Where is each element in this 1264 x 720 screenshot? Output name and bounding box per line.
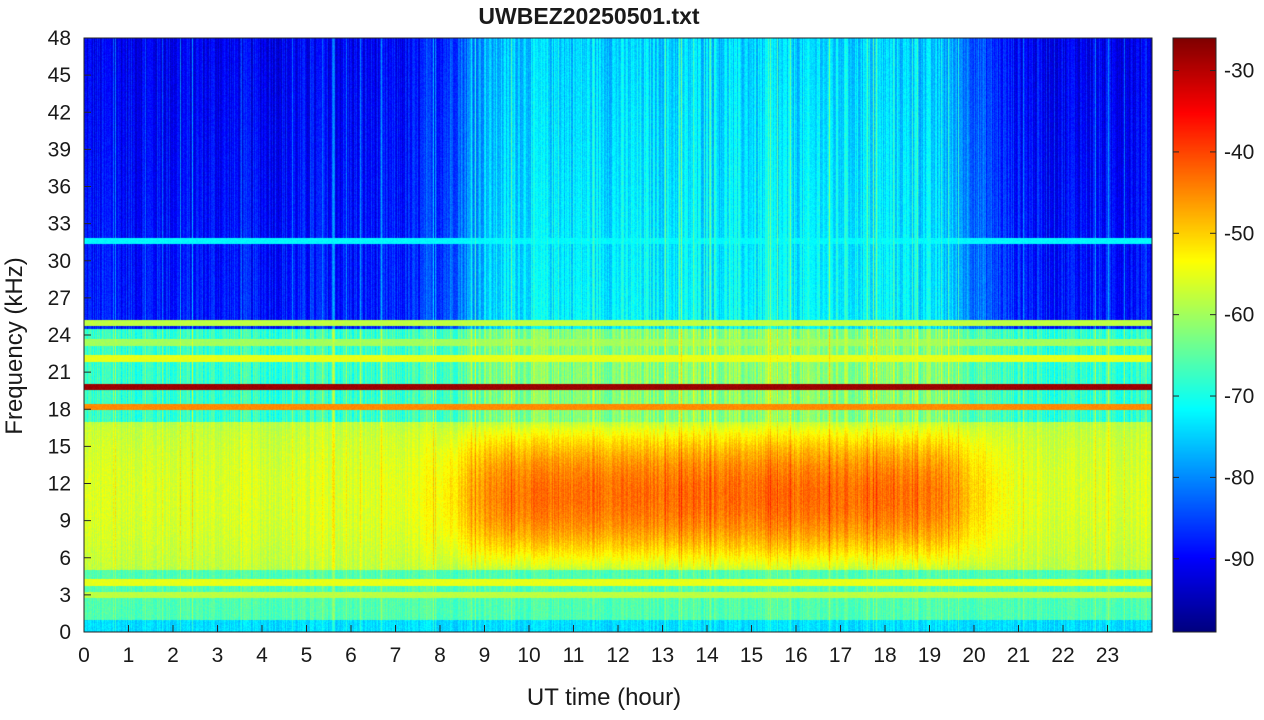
- colorbar: [1173, 38, 1216, 632]
- colorbar-tick-label: -60: [1224, 304, 1254, 327]
- x-axis-ticks: 0 1 2 3 4 5 6 7 8 9 10 11 12 13 14 15 16 17 18 19 20 21 22 23: [78, 625, 1119, 667]
- x-tick-label: 4: [256, 644, 268, 667]
- x-tick-label: 15: [740, 644, 763, 667]
- y-tick-label: 30: [48, 250, 71, 273]
- y-tick-label: 12: [48, 473, 71, 496]
- x-tick-label: 19: [918, 644, 941, 667]
- x-axis-label: UT time (hour): [527, 684, 681, 711]
- y-tick-label: 27: [48, 287, 71, 310]
- chart-title: UWBEZ20250501.txt: [478, 3, 699, 29]
- x-tick-label: 16: [784, 644, 807, 667]
- y-tick-label: 21: [48, 361, 71, 384]
- x-tick-label: 3: [212, 644, 224, 667]
- y-tick-label: 0: [59, 621, 71, 644]
- x-tick-label: 20: [962, 644, 985, 667]
- x-tick-label: 10: [517, 644, 540, 667]
- y-tick-label: 45: [48, 64, 71, 87]
- x-tick-label: 18: [873, 644, 896, 667]
- colorbar-tick-label: -40: [1224, 141, 1254, 164]
- x-tick-label: 9: [479, 644, 491, 667]
- y-tick-label: 48: [48, 27, 71, 50]
- x-tick-label: 0: [78, 644, 90, 667]
- colorbar-area: [1173, 38, 1216, 632]
- x-tick-label: 13: [651, 644, 674, 667]
- colorbar-ticks: -30 -40 -50 -60 -70 -80 -90: [1173, 60, 1254, 571]
- y-tick-label: 3: [59, 584, 71, 607]
- y-tick-label: 42: [48, 101, 71, 124]
- colorbar-tick-label: -70: [1224, 385, 1254, 408]
- x-tick-label: 8: [434, 644, 446, 667]
- x-tick-label: 1: [123, 644, 135, 667]
- y-axis-label: Frequency (kHz): [1, 257, 28, 434]
- spectrogram-heatmap: [84, 38, 1152, 632]
- y-tick-label: 9: [59, 510, 71, 533]
- x-tick-label: 11: [563, 644, 585, 667]
- x-tick-label: 5: [301, 644, 313, 667]
- colorbar-frame: [1172, 37, 1217, 633]
- x-tick-label: 17: [829, 644, 852, 667]
- x-tick-label: 14: [695, 644, 719, 667]
- x-tick-label: 2: [167, 644, 179, 667]
- x-tick-label: 23: [1096, 644, 1119, 667]
- colorbar-tick-label: -30: [1224, 60, 1254, 83]
- y-tick-label: 6: [59, 547, 71, 570]
- y-tick-label: 18: [48, 398, 71, 421]
- colorbar-tick-label: -80: [1224, 466, 1254, 489]
- y-tick-label: 36: [48, 176, 71, 199]
- colorbar-tick-label: -90: [1224, 548, 1254, 571]
- y-tick-label: 33: [48, 213, 71, 236]
- x-tick-label: 7: [390, 644, 402, 667]
- y-tick-label: 39: [48, 138, 71, 161]
- x-tick-label: 12: [606, 644, 629, 667]
- y-tick-label: 24: [48, 324, 72, 347]
- x-tick-label: 21: [1007, 644, 1030, 667]
- plot-area: [84, 38, 1152, 632]
- y-tick-label: 15: [48, 435, 71, 458]
- colorbar-tick-label: -50: [1224, 222, 1254, 245]
- x-tick-label: 22: [1051, 644, 1074, 667]
- x-tick-label: 6: [345, 644, 357, 667]
